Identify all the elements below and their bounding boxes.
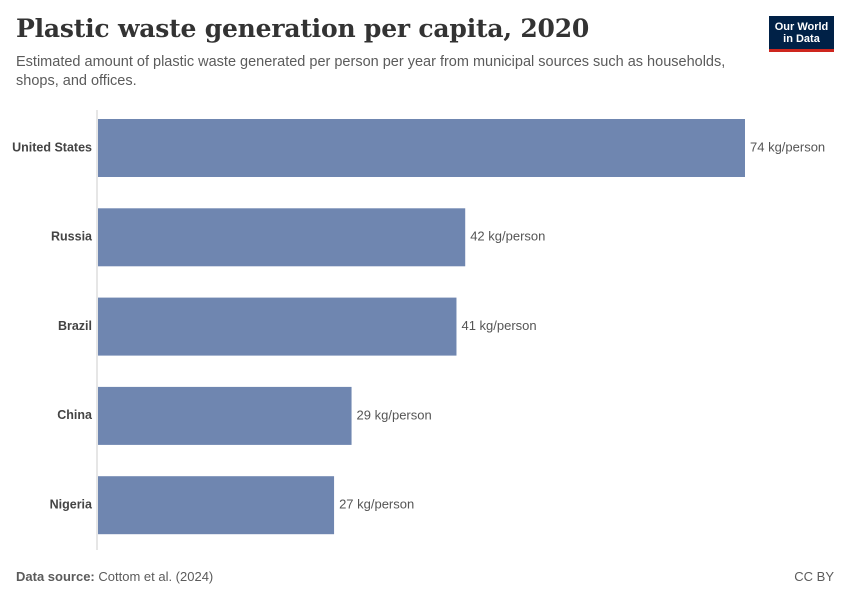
value-label: 42 kg/person — [470, 229, 545, 244]
category-label: United States — [12, 140, 92, 154]
bar[interactable] — [98, 476, 335, 535]
category-label: China — [57, 408, 93, 422]
license-link[interactable]: CC BY — [794, 569, 834, 584]
value-label: 29 kg/person — [357, 407, 432, 422]
logo-line-2: in Data — [783, 33, 820, 45]
bar[interactable] — [98, 119, 745, 177]
logo-line-1: Our World — [774, 21, 829, 33]
category-label: Nigeria — [50, 497, 93, 511]
bar[interactable] — [98, 386, 352, 445]
value-label: 27 kg/person — [339, 497, 414, 512]
bar-chart: United States 74 kg/person Russia 42 kg/per… — [12, 110, 825, 550]
bar[interactable] — [98, 297, 457, 356]
bar[interactable] — [98, 208, 466, 267]
category-label: Russia — [51, 230, 93, 244]
data-source-link[interactable]: Cottom et al. (2024) — [98, 569, 214, 584]
owid-logo[interactable]: Our World in Data — [769, 16, 834, 52]
data-source-label: Data source: — [16, 569, 95, 584]
category-label: Brazil — [58, 319, 92, 333]
value-label: 41 kg/person — [461, 318, 536, 333]
chart-subtitle: Estimated amount of plastic waste genera… — [16, 54, 726, 89]
value-label: 74 kg/person — [750, 139, 825, 154]
data-source: Data source: Cottom et al. (2024) — [16, 569, 213, 584]
chart-title: Plastic waste generation per capita, 202… — [16, 14, 590, 43]
